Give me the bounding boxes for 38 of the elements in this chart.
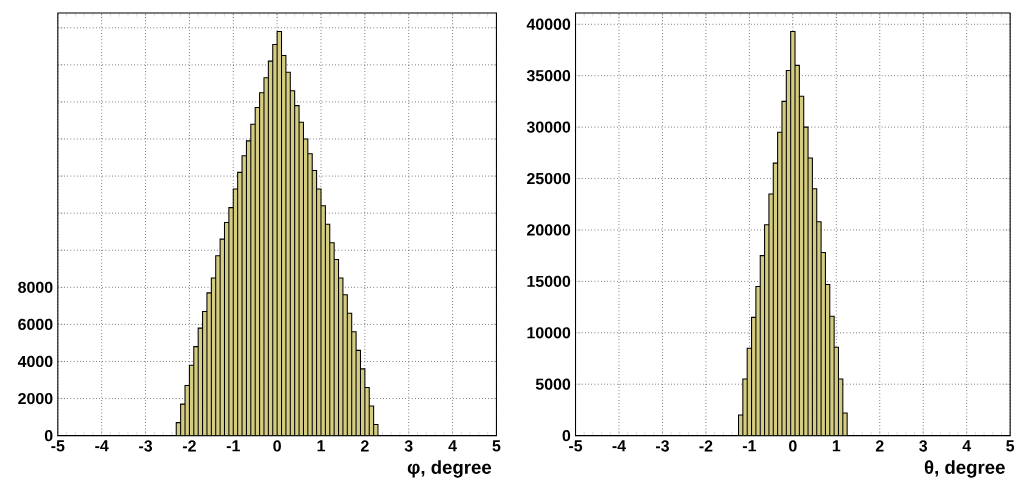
x-tick-label: 3 [404,440,413,452]
y-tick-label: 8000 [18,281,53,293]
x-tick-label: -1 [226,440,240,452]
y-tick-label: 35000 [526,69,571,82]
x-tick-label: 1 [317,440,325,452]
y-tick-label: 10000 [527,326,571,339]
x-tick-label: 2 [875,440,884,452]
x-tick-label: -2 [182,440,196,452]
y-tick-label: 20000 [527,224,571,236]
y-tick-label: 2000 [18,392,53,404]
x-tick-label: 0 [273,440,281,452]
y-tick-label: 5000 [535,378,571,390]
x-tick-label: 4 [448,440,457,452]
x-tick-label: 5 [492,440,501,452]
y-tick-label: 25000 [527,172,571,184]
x-tick-label: -3 [139,440,153,452]
x-tick-label: 3 [919,440,928,452]
x-tick-label: 2 [360,440,369,452]
x-tick-label: -5 [51,440,65,452]
x-tick-label: 4 [962,440,972,452]
x-tick-label: -4 [95,440,109,452]
y-tick-label: 6000 [18,318,53,330]
x-axis-title: φ, degree [407,460,492,478]
y-tick-label: 40000 [526,18,571,30]
y-tick-label: 0 [44,429,53,442]
x-tick-label: -2 [699,440,713,452]
x-tick-label: 1 [832,440,841,452]
x-tick-label: 0 [789,440,797,452]
y-tick-label: 0 [562,429,571,442]
x-tick-label: -5 [569,440,583,452]
y-tick-label: 30000 [526,121,571,133]
x-axis-title: θ, degree [924,460,1005,478]
x-tick-label: 5 [1006,440,1015,452]
x-tick-label: -1 [742,440,757,452]
x-tick-label: -3 [655,440,669,452]
y-tick-label: 15000 [527,275,571,287]
y-tick-label: 4000 [17,355,53,367]
x-tick-label: -4 [612,440,626,452]
